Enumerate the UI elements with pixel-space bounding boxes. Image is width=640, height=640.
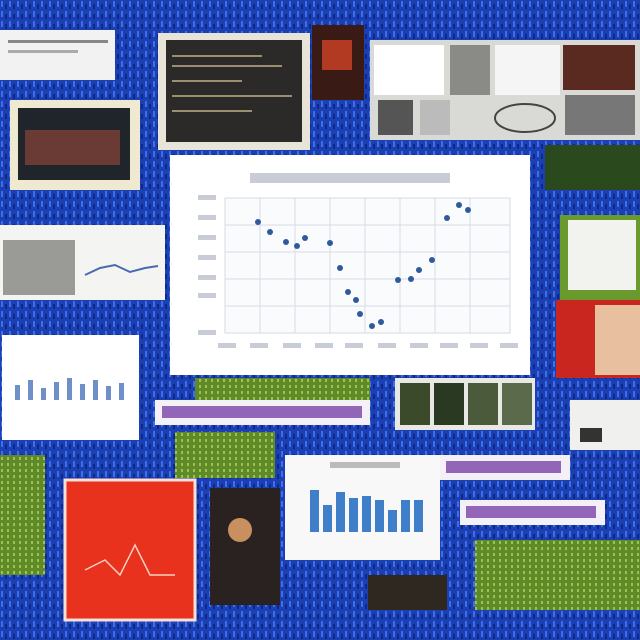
photo [468,383,498,425]
sketch-bars [310,490,423,532]
grid [224,197,511,334]
icon [580,428,602,442]
text-line [8,50,78,53]
sketch-bars [15,378,124,400]
text-line [8,40,108,43]
title-placeholder [330,462,400,468]
banner-text-placeholder [162,406,362,418]
sketch-line [84,263,159,276]
photo [210,488,280,605]
photo [450,45,490,95]
texture-photo [3,240,75,295]
photo [502,383,532,425]
panel [0,30,115,80]
panel [0,455,45,575]
banner-text-placeholder [466,506,596,518]
photo [545,145,640,190]
card [374,45,444,95]
chart-title-placeholder [250,173,450,183]
photo [368,575,447,610]
strip [195,378,370,400]
photo-detail [595,305,640,375]
card [570,400,640,450]
sketch-line [84,543,175,577]
photo [565,95,635,135]
sketch [494,103,556,133]
panel [175,432,275,478]
photo [420,100,450,135]
card [568,220,636,290]
axis-label-placeholders [198,195,518,348]
red-panel [63,478,197,622]
panel [475,540,640,610]
photo [378,100,413,135]
photo [563,45,635,90]
card [495,45,560,95]
screen-lines [172,55,292,112]
photo-detail [322,40,352,70]
photo [434,383,464,425]
screen-content [25,130,120,165]
photo [400,383,430,425]
scatter-points [255,202,471,329]
banner-text-placeholder [446,461,561,473]
photo-detail [228,518,252,542]
